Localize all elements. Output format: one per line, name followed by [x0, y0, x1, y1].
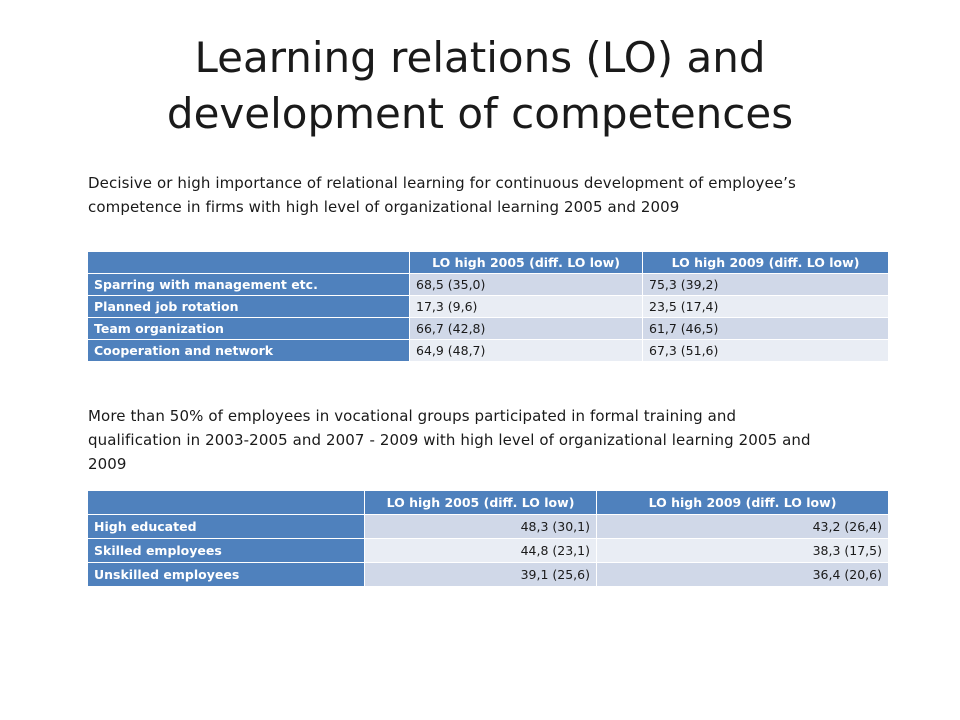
table-row: Planned job rotation 17,3 (9,6) 23,5 (17… [87, 295, 889, 318]
value-2009: 43,2 (26,4) [596, 514, 889, 539]
row-label: Team organization [87, 317, 410, 340]
row-label: Unskilled employees [87, 562, 365, 587]
row-label: Skilled employees [87, 538, 365, 563]
formal-training-table: LO high 2005 (diff. LO low) LO high 2009… [87, 490, 889, 587]
table-row: High educated 48,3 (30,1) 43,2 (26,4) [87, 514, 889, 539]
value-2005: 64,9 (48,7) [409, 339, 643, 362]
table-row: Skilled employees 44,8 (23,1) 38,3 (17,5… [87, 538, 889, 563]
value-2005: 17,3 (9,6) [409, 295, 643, 318]
value-2009: 38,3 (17,5) [596, 538, 889, 563]
relational-learning-table: LO high 2005 (diff. LO low) LO high 2009… [87, 251, 889, 362]
title-line-1: Learning relations (LO) and [194, 33, 766, 82]
value-2005: 66,7 (42,8) [409, 317, 643, 340]
value-2005: 48,3 (30,1) [364, 514, 597, 539]
value-2009: 23,5 (17,4) [642, 295, 889, 318]
header-empty-cell [87, 490, 365, 515]
table-header-row: LO high 2005 (diff. LO low) LO high 2009… [87, 251, 889, 274]
table-row: Team organization 66,7 (42,8) 61,7 (46,5… [87, 317, 889, 340]
header-lo-high-2005: LO high 2005 (diff. LO low) [364, 490, 597, 515]
slide-title: Learning relations (LO) and development … [80, 30, 880, 142]
value-2009: 67,3 (51,6) [642, 339, 889, 362]
value-2009: 61,7 (46,5) [642, 317, 889, 340]
value-2009: 75,3 (39,2) [642, 273, 889, 296]
relational-learning-description: Decisive or high importance of relationa… [88, 174, 796, 216]
row-label: Sparring with management etc. [87, 273, 410, 296]
row-label: Planned job rotation [87, 295, 410, 318]
row-label: Cooperation and network [87, 339, 410, 362]
header-lo-high-2009: LO high 2009 (diff. LO low) [596, 490, 889, 515]
value-2005: 39,1 (25,6) [364, 562, 597, 587]
value-2009: 36,4 (20,6) [596, 562, 889, 587]
value-2005: 68,5 (35,0) [409, 273, 643, 296]
table-row: Sparring with management etc. 68,5 (35,0… [87, 273, 889, 296]
header-lo-high-2009: LO high 2009 (diff. LO low) [642, 251, 889, 274]
row-label: High educated [87, 514, 365, 539]
header-lo-high-2005: LO high 2005 (diff. LO low) [409, 251, 643, 274]
table-row: Unskilled employees 39,1 (25,6) 36,4 (20… [87, 562, 889, 587]
table-header-row: LO high 2005 (diff. LO low) LO high 2009… [87, 490, 889, 515]
table-row: Cooperation and network 64,9 (48,7) 67,3… [87, 339, 889, 362]
title-line-2: development of competences [166, 89, 794, 138]
formal-training-description: More than 50% of employees in vocational… [88, 407, 811, 473]
value-2005: 44,8 (23,1) [364, 538, 597, 563]
header-empty-cell [87, 251, 410, 274]
